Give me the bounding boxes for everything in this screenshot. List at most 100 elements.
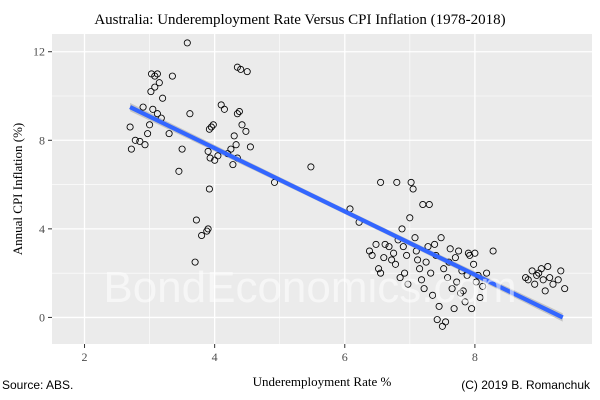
data-point xyxy=(414,256,422,264)
data-point xyxy=(561,285,569,293)
data-point xyxy=(549,280,557,288)
data-point xyxy=(204,147,212,155)
data-point xyxy=(380,254,388,262)
data-point xyxy=(307,163,315,171)
data-point xyxy=(537,265,545,273)
data-point xyxy=(398,225,406,233)
y-tick-label: 8 xyxy=(39,133,45,147)
data-point xyxy=(451,254,459,262)
data-point xyxy=(375,265,383,273)
data-point xyxy=(186,110,194,118)
data-point xyxy=(191,258,199,266)
data-point xyxy=(429,291,437,299)
data-point xyxy=(155,79,163,87)
data-point xyxy=(230,132,238,140)
data-point xyxy=(422,258,430,266)
data-point xyxy=(433,316,441,324)
data-point xyxy=(204,225,212,233)
data-point xyxy=(470,260,478,268)
data-point xyxy=(232,141,240,149)
data-point xyxy=(524,276,532,284)
data-point xyxy=(206,154,214,162)
x-tick-label: 8 xyxy=(472,350,478,364)
data-point xyxy=(238,121,246,129)
data-point xyxy=(479,282,487,290)
data-point xyxy=(205,185,213,193)
data-point xyxy=(544,262,552,271)
y-axis-ticks: 0 4 8 12 xyxy=(33,45,52,324)
data-point xyxy=(401,269,409,277)
fit-line xyxy=(129,105,564,320)
data-point xyxy=(136,137,144,145)
data-point xyxy=(144,130,152,138)
data-point xyxy=(399,243,407,251)
data-point xyxy=(393,178,401,186)
data-point xyxy=(459,287,467,295)
data-point xyxy=(151,83,159,91)
data-point xyxy=(381,240,389,248)
data-point xyxy=(471,249,479,257)
data-point xyxy=(385,243,393,251)
data-point xyxy=(528,267,536,275)
data-point xyxy=(243,68,251,76)
watermark: BondEconomics.com xyxy=(103,263,516,312)
chart-title: Australia: Underemployment Rate Versus C… xyxy=(94,12,505,28)
data-point xyxy=(209,121,217,129)
data-point xyxy=(205,125,213,133)
data-point xyxy=(388,256,396,264)
data-point xyxy=(198,231,206,240)
data-point xyxy=(147,88,155,96)
data-point xyxy=(444,274,452,282)
data-point xyxy=(442,318,450,326)
data-point xyxy=(242,127,250,135)
data-point xyxy=(233,110,241,118)
data-point xyxy=(168,72,176,80)
plot-panel xyxy=(52,34,592,344)
data-point xyxy=(435,302,443,310)
data-point xyxy=(131,136,139,144)
data-point xyxy=(178,145,186,153)
data-point xyxy=(546,274,554,282)
data-point xyxy=(431,240,439,248)
data-point xyxy=(390,249,398,257)
data-point xyxy=(377,178,385,186)
data-point xyxy=(146,121,154,129)
data-point xyxy=(235,107,243,116)
data-point xyxy=(541,287,549,295)
data-point xyxy=(406,214,414,222)
data-point xyxy=(417,276,426,284)
data-point xyxy=(153,70,161,78)
data-point xyxy=(472,278,480,286)
data-point xyxy=(159,94,167,102)
copyright-note: (C) 2019 B. Romanchuk xyxy=(461,378,591,392)
data-point xyxy=(427,269,435,277)
data-point xyxy=(420,285,428,293)
x-axis-title: Underemployment Rate % xyxy=(253,374,392,389)
data-point xyxy=(404,280,412,288)
data-point xyxy=(476,293,484,302)
fit-line-layer xyxy=(129,105,564,320)
data-point xyxy=(377,269,385,277)
data-point xyxy=(183,39,191,47)
data-point xyxy=(207,123,215,131)
data-point xyxy=(214,152,222,160)
data-point xyxy=(368,251,376,259)
data-point xyxy=(407,178,415,186)
x-axis-ticks: 2 4 6 8 xyxy=(82,344,478,364)
gridlines xyxy=(52,34,592,344)
data-point xyxy=(557,267,565,275)
data-point xyxy=(372,240,380,248)
data-point xyxy=(416,265,424,273)
y-axis-title: Annual CPI Inflation (%) xyxy=(10,123,25,256)
data-point xyxy=(141,141,149,149)
y-tick-label: 12 xyxy=(33,45,45,59)
data-point xyxy=(450,305,458,313)
data-point xyxy=(446,245,454,253)
data-point xyxy=(127,145,135,153)
data-point xyxy=(126,123,134,131)
data-point xyxy=(425,200,433,209)
source-note: Source: ABS. xyxy=(2,378,73,392)
data-point xyxy=(437,234,445,242)
data-point xyxy=(539,276,547,284)
